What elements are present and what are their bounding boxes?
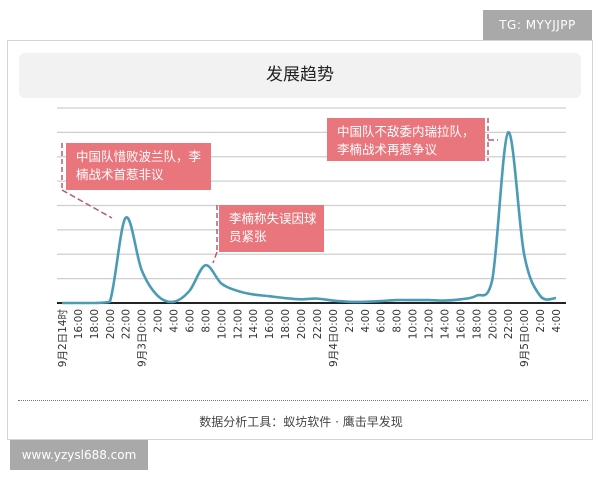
- x-tick-label: 20:00: [296, 309, 308, 339]
- x-tick-label: 16:00: [73, 309, 85, 339]
- annotation-box: [327, 118, 485, 161]
- annotation-box: [66, 143, 211, 190]
- annotation-text: 李楠战术再惹争议: [337, 142, 438, 157]
- annotation-box: [219, 205, 324, 252]
- annotation-leader: [212, 251, 218, 264]
- x-tick-label: 22:00: [312, 309, 324, 339]
- x-tick-label: 9月4日0:00: [328, 309, 340, 367]
- series-line: [62, 131, 557, 305]
- x-tick-label: 2:00: [535, 309, 547, 333]
- x-tick-label: 12:00: [232, 309, 244, 339]
- x-tick-label: 18:00: [280, 309, 292, 339]
- x-tick-label: 16:00: [455, 309, 467, 339]
- footer-source: 数据分析工具：蚁坊软件 · 鹰击早发现: [199, 415, 403, 429]
- x-tick-label: 8:00: [200, 309, 212, 333]
- annotations: 中国队惜败波兰队，李楠战术首惹非议李楠称失误因球员紧张中国队不敌委内瑞拉队，李楠…: [61, 118, 498, 264]
- x-tick-label: 4:00: [360, 309, 372, 333]
- x-tick-label: 2:00: [344, 309, 356, 333]
- trend-chart: 中国队惜败波兰队，李楠战术首惹非议李楠称失误因球员紧张中国队不敌委内瑞拉队，李楠…: [57, 107, 566, 368]
- trend-line: [62, 131, 557, 305]
- annotation-text: 楠战术首惹非议: [76, 167, 164, 182]
- x-tick-label: 18:00: [89, 309, 101, 339]
- x-tick-label: 9月2日14时: [57, 309, 69, 368]
- x-tick-label: 6:00: [184, 309, 196, 333]
- x-tick-label: 9月3日0:00: [137, 309, 149, 367]
- annotation-text: 李楠称失误因球: [229, 211, 317, 226]
- x-tick-label: 14:00: [439, 309, 451, 339]
- annotation-text: 中国队惜败波兰队，李: [76, 149, 202, 164]
- x-tick-label: 18:00: [471, 309, 483, 339]
- x-tick-label: 14:00: [248, 309, 260, 339]
- divider: [18, 400, 588, 401]
- annotation-leader: [61, 189, 113, 219]
- x-tick-labels: 9月2日14时 16:00 18:00 20:00 22:00 9月3日0:00 2:00 4…: [57, 309, 563, 368]
- x-tick-label: 22:00: [503, 309, 515, 339]
- chart-title: 发展趋势: [19, 53, 581, 98]
- annotation-callout: 中国队不敌委内瑞拉队， 李楠战术再惹争议: [327, 118, 498, 161]
- x-tick-label: 8:00: [392, 309, 404, 333]
- x-tick-label: 4:00: [551, 309, 563, 333]
- top-watermark: TG: MYYJJPP: [483, 10, 592, 40]
- bottom-watermark: www.yzysl688.com: [10, 440, 148, 470]
- x-tick-label: 4:00: [169, 309, 181, 333]
- x-tick-label: 10:00: [408, 309, 420, 339]
- x-tick-label: 22:00: [121, 309, 133, 339]
- x-tick-label: 6:00: [376, 309, 388, 333]
- annotation-text: 员紧张: [229, 229, 267, 244]
- annotation-text: 中国队不敌委内瑞拉队，: [337, 124, 475, 139]
- x-tick-label: 20:00: [105, 309, 117, 339]
- x-tick-label: 12:00: [424, 309, 436, 339]
- x-tick-label: 20:00: [487, 309, 499, 339]
- x-tick-label: 9月5日0:00: [519, 309, 531, 367]
- x-tick-label: 16:00: [264, 309, 276, 339]
- x-tick-label: 10:00: [216, 309, 228, 339]
- x-tick-label: 2:00: [153, 309, 165, 333]
